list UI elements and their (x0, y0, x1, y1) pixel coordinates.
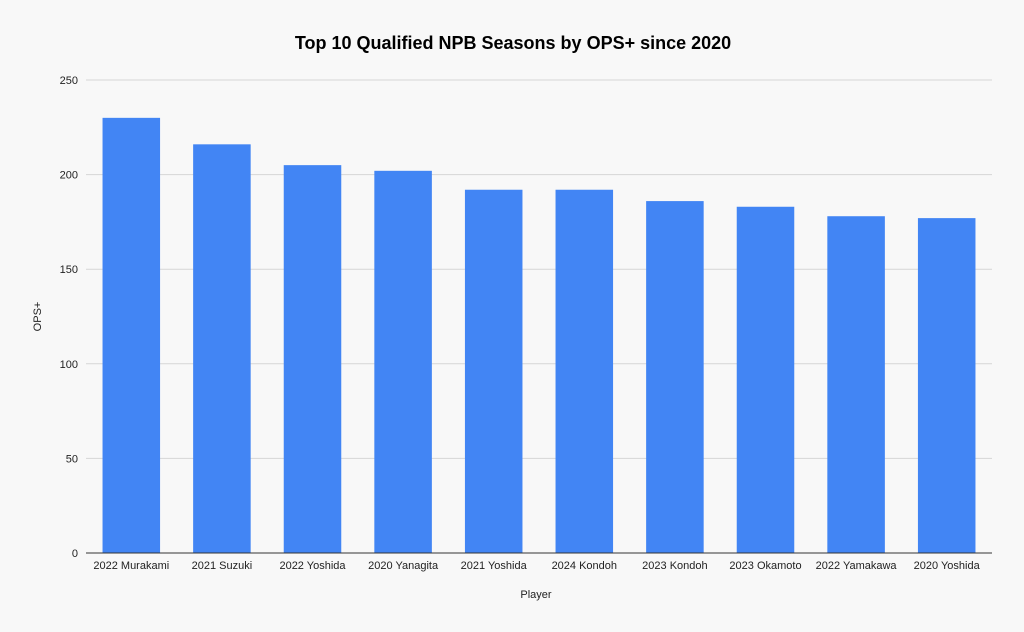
bar (464, 189, 523, 553)
bar (102, 117, 161, 553)
y-tick-label: 250 (60, 75, 78, 87)
y-tick-label: 50 (66, 453, 78, 465)
y-tick-labels: 0 50 100 150 200 250 (60, 75, 78, 560)
x-tick-label: 2022 Yamakawa (816, 560, 898, 572)
x-tick-label: 2023 Okamoto (729, 560, 801, 572)
x-tick-label: 2024 Kondoh (552, 560, 617, 572)
x-tick-label: 2021 Yoshida (461, 560, 528, 572)
x-tick-label: 2021 Suzuki (192, 560, 253, 572)
x-tick-label: 2023 Kondoh (642, 560, 707, 572)
x-tick-label: 2020 Yoshida (914, 560, 981, 572)
x-tick-labels: 2022 Murakami 2021 Suzuki 2022 Yoshida 2020… (93, 560, 980, 572)
bar (374, 170, 432, 554)
bars (102, 117, 976, 554)
bar (555, 189, 614, 553)
bar (917, 218, 976, 553)
y-tick-label: 100 (60, 359, 78, 371)
y-axis-title: OPS+ (32, 302, 44, 332)
bar (193, 144, 251, 553)
x-tick-label: 2020 Yanagita (368, 560, 439, 572)
y-tick-label: 200 (60, 170, 78, 182)
chart-title: Top 10 Qualified NPB Seasons by OPS+ sin… (295, 33, 731, 53)
x-axis-title: Player (520, 589, 552, 601)
bar (827, 216, 885, 553)
y-tick-label: 150 (60, 264, 78, 276)
bar (736, 206, 795, 553)
x-tick-label: 2022 Yoshida (279, 560, 346, 572)
bar (283, 165, 342, 553)
bar (646, 201, 704, 553)
y-tick-label: 0 (72, 548, 78, 560)
x-tick-label: 2022 Murakami (93, 560, 169, 572)
